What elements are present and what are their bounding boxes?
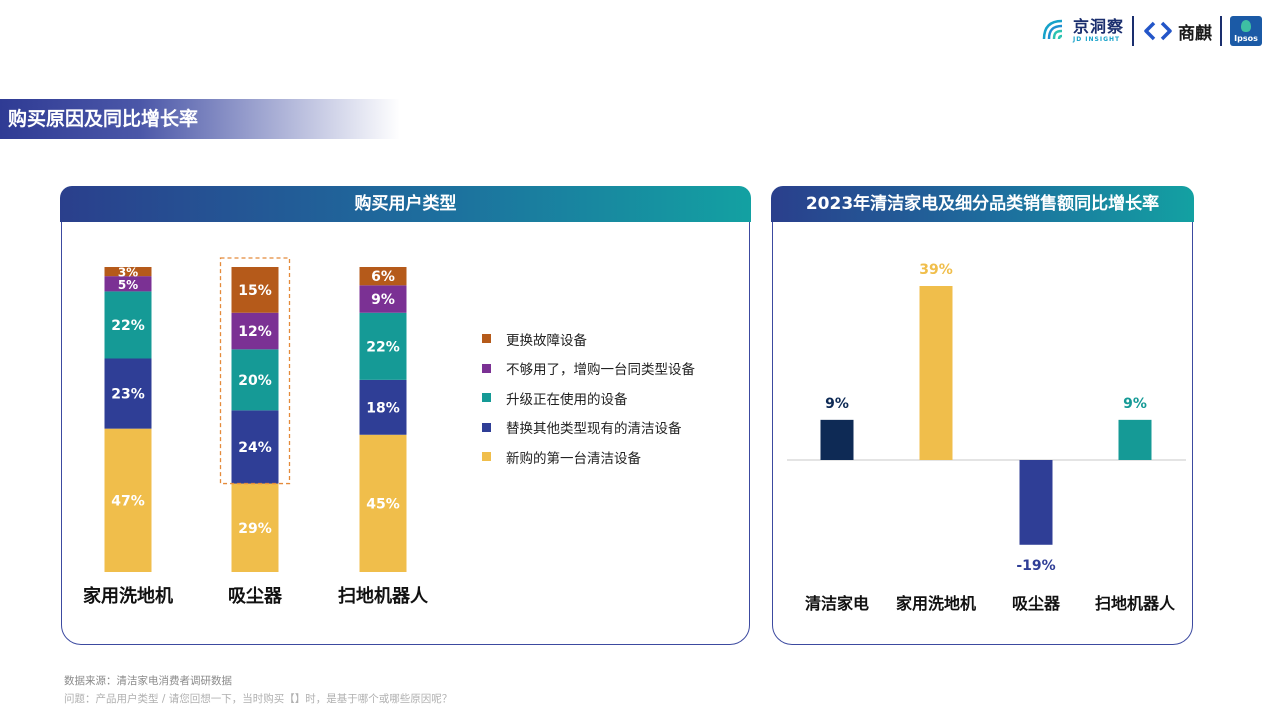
jd-insight-name: 京洞察 [1072,17,1124,36]
segment-value-label: 12% [238,324,272,340]
growth-bar [820,419,854,460]
stacked-bar-segment [104,267,152,277]
legend-label: 升级正在使用的设备 [506,391,628,408]
segment-value-label: 29% [238,521,272,537]
jd-insight-subtitle: JD INSIGHT [1072,36,1121,43]
growth-category-label: 扫地机器人 [1095,594,1176,613]
growth-bar [1118,419,1152,460]
legend-item: 升级正在使用的设备 [482,383,695,413]
stacked-bar-segment [104,428,152,572]
growth-category-label: 清洁家电 [805,594,869,613]
stacked-bar-segment [231,483,279,572]
stacked-bar-segment [359,285,407,313]
ipsos-name: Ipsos [1234,34,1258,43]
stacked-bar-segment [359,379,407,435]
data-source-note: 数据来源：清洁家电消费者调研数据 [64,675,232,687]
stacked-bar-segment [231,267,279,313]
segment-value-label: 47% [111,493,145,509]
legend-swatch [482,393,491,403]
highlight-box [219,257,291,485]
stacked-bar-segment [231,349,279,411]
growth-value-label: 9% [825,396,849,412]
shangqi-logo: 商麒 [1142,19,1212,44]
stacked-bar-segment [104,291,152,359]
category-label: 吸尘器 [228,586,283,607]
jd-insight-mark-icon [1042,19,1063,40]
stacked-bar-segment [359,312,407,380]
legend-swatch [482,334,491,344]
section-title: 购买原因及同比增长率 [0,99,400,139]
legend-item: 更换故障设备 [482,324,695,354]
segment-value-label: 45% [366,496,400,512]
segment-value-label: 15% [238,283,272,299]
shangqi-chevrons-icon [1144,21,1172,41]
segment-value-label: 20% [238,373,272,389]
growth-value-label: -19% [1016,558,1055,574]
category-label: 扫地机器人 [338,585,429,607]
buyer-type-legend: 更换故障设备不够用了，增购一台同类型设备 升级正在使用的设备替换其他类型现有的清洁… [482,324,695,472]
ipsos-logo: Ipsos [1230,16,1262,46]
growth-bar [1019,460,1053,545]
legend-label: 更换故障设备 [506,332,587,349]
segment-value-label: 24% [238,440,272,456]
growth-value-label: 39% [919,262,953,278]
stacked-bar-segment [359,434,407,572]
growth-rate-panel: 2023年清洁家电及细分品类销售额同比增长率 [771,186,1194,645]
segment-value-label: 3% [118,266,138,280]
segment-value-label: 18% [366,400,400,416]
legend-label: 新购的第一台清洁设备 [506,450,641,467]
legend-swatch [482,363,491,373]
stacked-bar-segment [231,410,279,484]
segment-value-label: 6% [371,269,395,285]
logo-divider [1132,16,1134,46]
segment-value-label: 22% [366,339,400,355]
survey-question-note: 问题：产品用户类型 / 请您回想一下，当时购买【】时，是基于哪个或哪些原因呢？ [64,693,453,705]
jd-insight-logo: 京洞察 JD INSIGHT [1040,17,1124,45]
legend-item: 新购的第一台清洁设备 [482,442,695,472]
segment-value-label: 9% [371,292,395,308]
segment-value-label: 5% [118,278,138,292]
legend-label: 不够用了，增购一台同类型设备 [506,362,695,379]
legend-swatch [482,422,491,432]
logo-divider [1220,16,1222,46]
growth-bar [919,286,953,460]
legend-item: 替换其他类型现有的清洁设备 [482,413,695,443]
header-logos: 京洞察 JD INSIGHT 商麒 Ipsos [1040,14,1262,48]
legend-label: 替换其他类型现有的清洁设备 [506,421,682,438]
stacked-bar-segment [359,267,407,286]
category-label: 家用洗地机 [83,585,173,607]
segment-value-label: 22% [111,318,145,334]
stacked-bar-segment [104,358,152,429]
growth-value-label: 9% [1123,396,1147,412]
legend-swatch [482,452,491,462]
stacked-bar-segment [104,276,152,292]
stacked-bar-segment [231,312,279,350]
growth-category-label: 吸尘器 [1012,594,1061,613]
buyer-type-panel-title: 购买用户类型 [60,186,751,222]
shangqi-name: 商麒 [1178,23,1212,44]
growth-category-label: 家用洗地机 [896,594,976,613]
growth-rate-panel-title: 2023年清洁家电及细分品类销售额同比增长率 [771,186,1194,222]
segment-value-label: 23% [111,387,145,403]
legend-item: 不够用了，增购一台同类型设备 [482,354,695,384]
